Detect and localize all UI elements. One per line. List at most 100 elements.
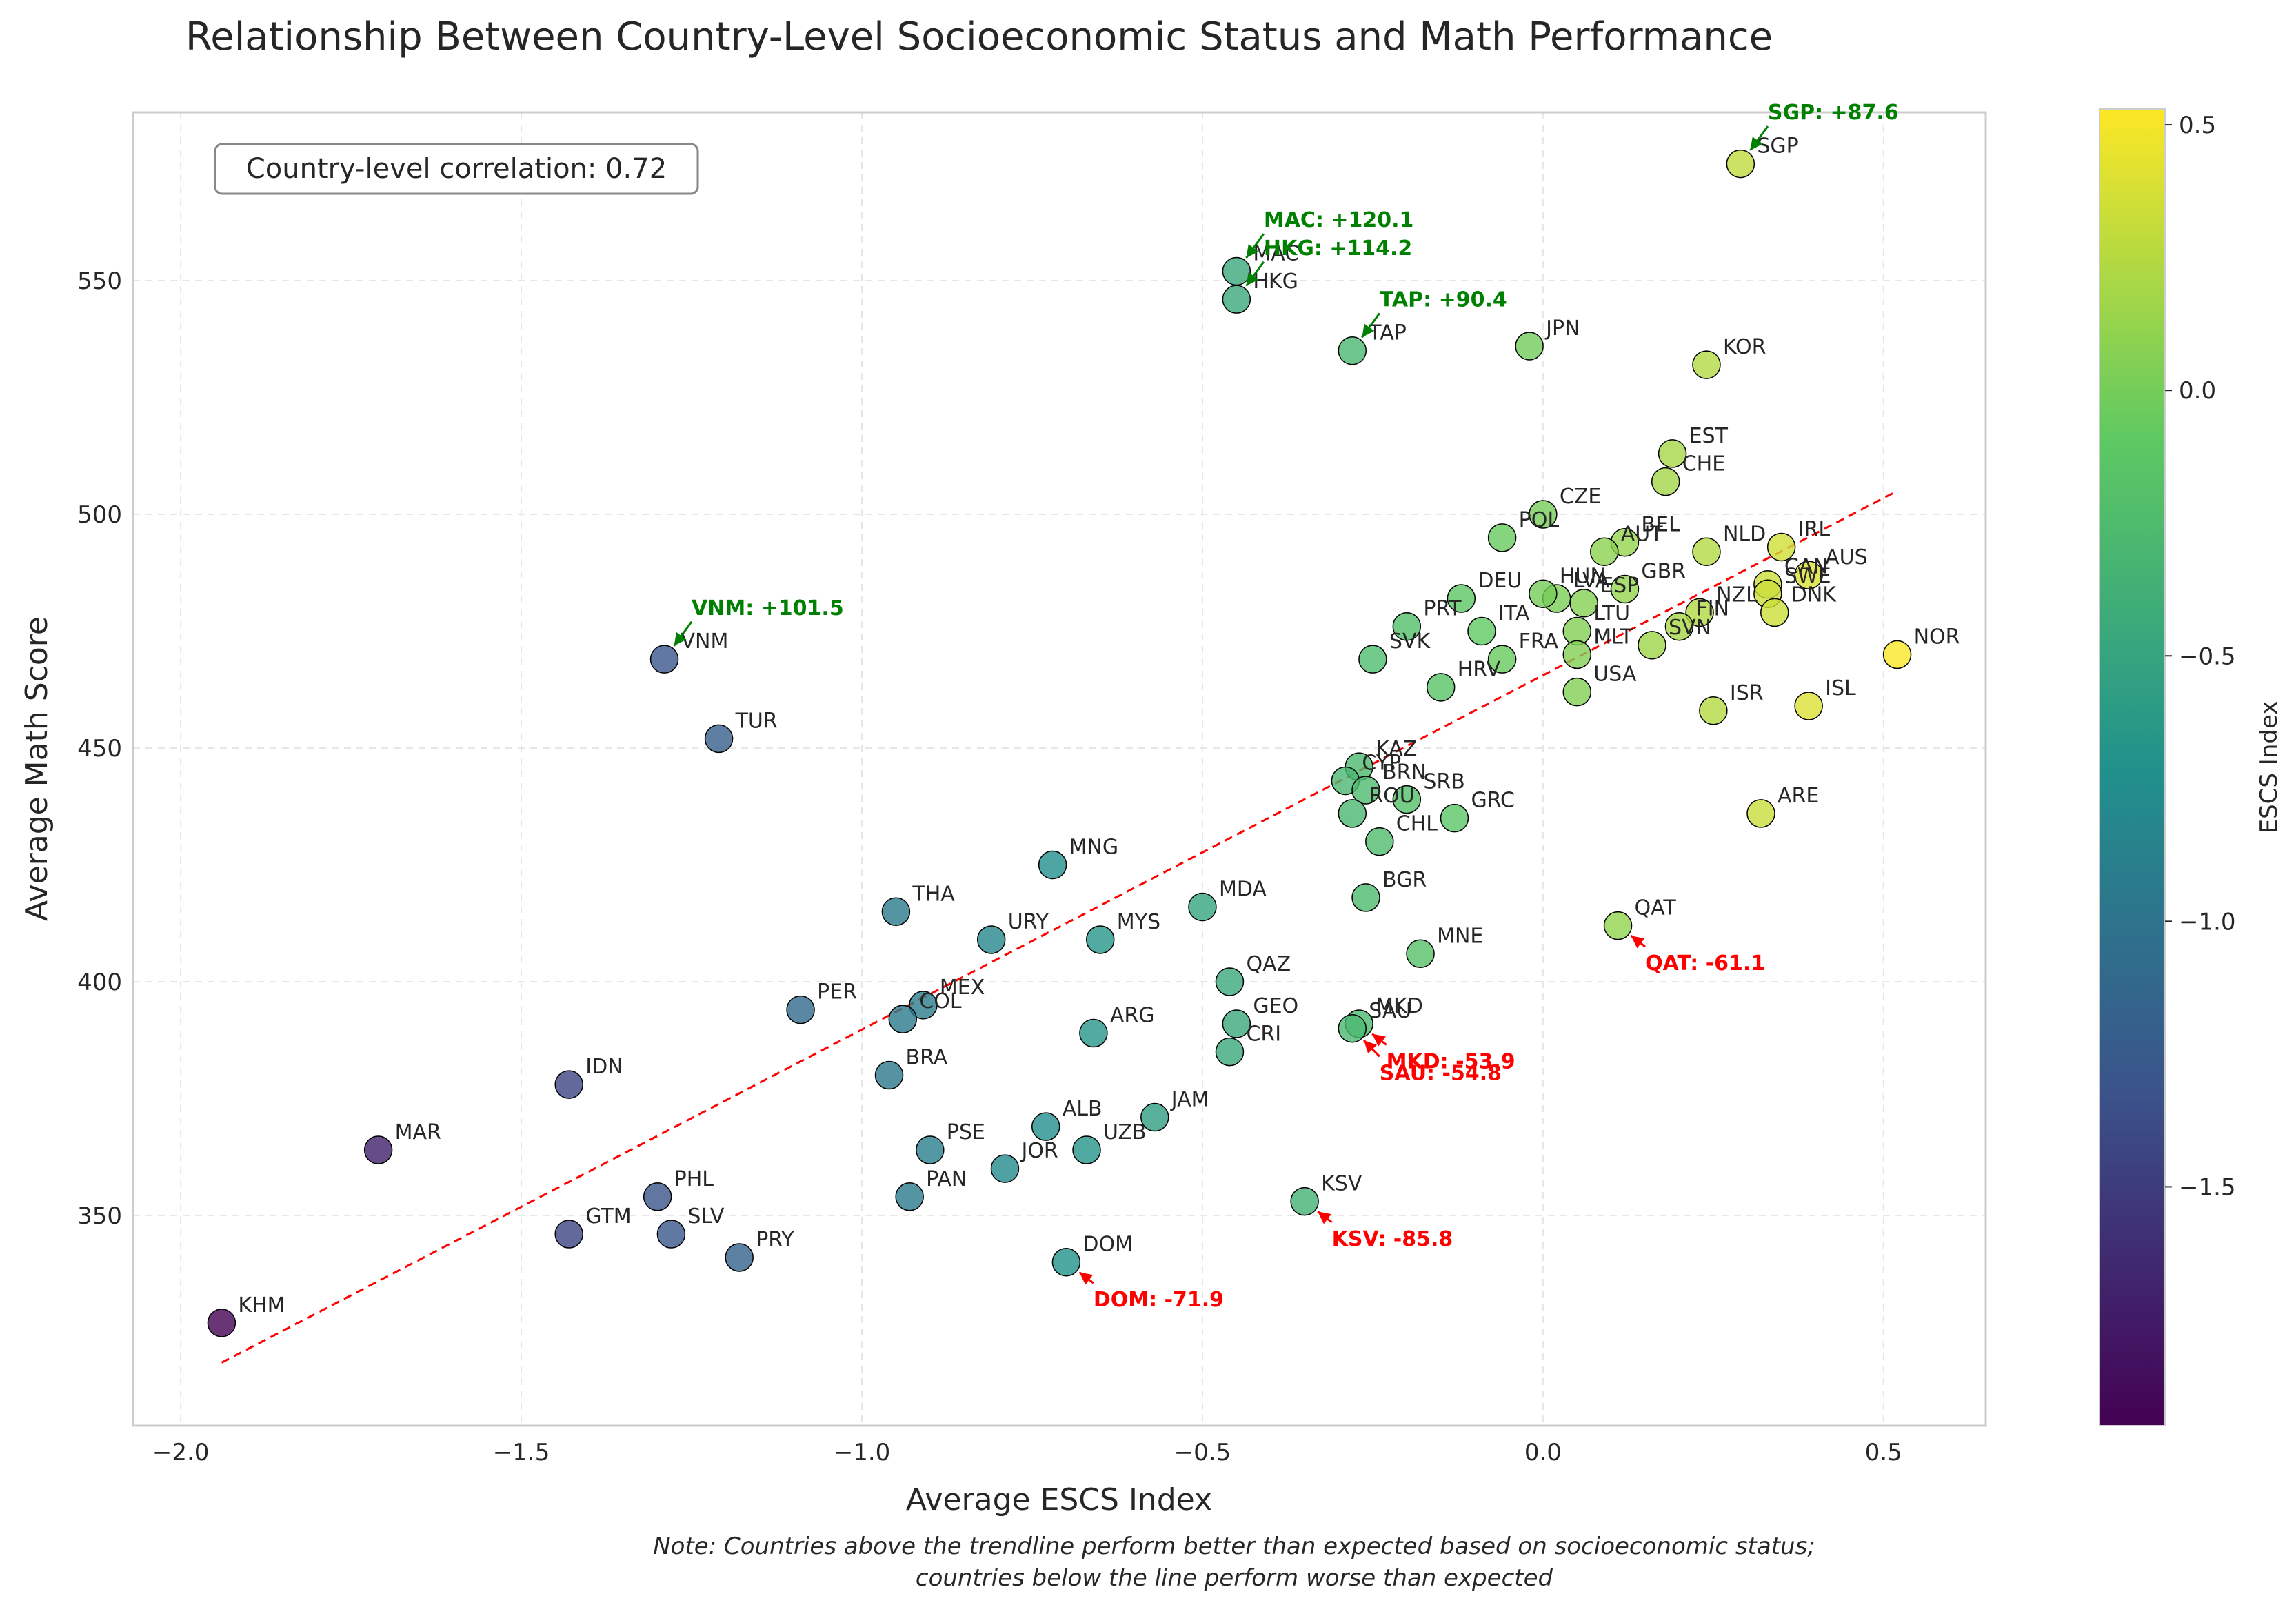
plot-frame — [132, 111, 1987, 1427]
data-point — [1447, 584, 1476, 613]
point-label: MAR — [395, 1120, 441, 1144]
point-label: IRL — [1798, 517, 1831, 541]
data-point — [1529, 500, 1558, 529]
data-point — [1392, 785, 1422, 814]
data-point — [1590, 537, 1619, 567]
point-label: KHM — [238, 1293, 285, 1318]
data-point — [1487, 645, 1517, 674]
point-label: QAZ — [1246, 952, 1291, 976]
data-point — [1467, 616, 1496, 646]
annotation-label: TAP: +90.4 — [1380, 287, 1507, 312]
point-label: NOR — [1914, 625, 1960, 649]
annotation-arrowhead — [1372, 1033, 1386, 1047]
point-label: PHL — [674, 1167, 714, 1191]
data-point — [888, 1005, 918, 1033]
data-point — [1338, 1014, 1367, 1043]
data-point — [1760, 598, 1789, 627]
point-label: EST — [1689, 424, 1729, 448]
point-label: QAT — [1635, 896, 1677, 920]
point-label: ROU — [1369, 784, 1414, 808]
annotation-arrowhead — [1631, 936, 1645, 949]
annotation-label: SGP: +87.6 — [1768, 101, 1899, 125]
data-point — [1685, 598, 1714, 627]
point-label: KSV — [1321, 1172, 1362, 1196]
point-label: BRN — [1382, 760, 1427, 785]
point-label: BGR — [1382, 868, 1427, 892]
point-label: UZB — [1103, 1120, 1147, 1144]
point-label: KAZ — [1376, 737, 1417, 761]
data-point — [874, 1060, 904, 1090]
point-label: JOR — [1020, 1139, 1058, 1163]
data-point — [1222, 1009, 1251, 1038]
point-label: VNM — [681, 629, 729, 654]
x-tick-label: −1.0 — [834, 1439, 891, 1466]
data-point — [990, 1154, 1020, 1183]
note-line-1: Note: Countries above the trendline perf… — [653, 1533, 1815, 1560]
point-label: ITA — [1498, 602, 1530, 626]
point-label: FIN — [1695, 597, 1729, 621]
annotation-label: KSV: -85.8 — [1332, 1227, 1453, 1251]
data-point — [1140, 1102, 1169, 1132]
x-tick-label: 0.0 — [1524, 1439, 1562, 1466]
annotation-label: MKD: -53.9 — [1387, 1049, 1515, 1073]
data-point — [1569, 589, 1598, 618]
data-point — [1746, 799, 1775, 828]
data-point — [1562, 640, 1592, 669]
data-point — [976, 925, 1006, 954]
point-label: PAN — [926, 1167, 967, 1191]
data-point — [1338, 799, 1367, 828]
point-label: ARE — [1778, 784, 1819, 808]
data-point — [1610, 574, 1640, 604]
data-point — [1699, 696, 1728, 725]
point-label: SVK — [1389, 629, 1431, 654]
data-point — [1406, 939, 1435, 969]
annotation-label: MAC: +120.1 — [1264, 208, 1414, 232]
note-line-2: countries below the line perform worse t… — [916, 1564, 1553, 1592]
data-point — [1392, 612, 1422, 641]
point-label: JPN — [1544, 316, 1580, 341]
point-label: GEO — [1253, 994, 1298, 1018]
annotation-label: VNM: +101.5 — [692, 596, 844, 620]
point-label: GRC — [1471, 789, 1515, 813]
data-point — [1487, 523, 1517, 552]
point-label: PER — [817, 980, 857, 1005]
point-label: PSE — [947, 1120, 985, 1144]
trendline — [221, 489, 1898, 1364]
y-tick-label: 450 — [77, 735, 122, 763]
data-point — [363, 1135, 393, 1164]
data-point — [1072, 1135, 1101, 1164]
point-label: ALB — [1063, 1097, 1102, 1121]
colorbar — [2099, 108, 2166, 1426]
data-point — [554, 1220, 583, 1249]
point-label: CAN — [1784, 555, 1829, 579]
point-label: NLD — [1723, 522, 1766, 546]
x-axis-label: Average ESCS Index — [906, 1482, 1212, 1517]
data-point — [916, 1135, 945, 1164]
point-label: CYP — [1362, 751, 1401, 775]
point-label: TUR — [735, 709, 778, 733]
point-label: HUN — [1560, 564, 1606, 588]
point-label: MDA — [1219, 877, 1267, 901]
point-label: SLV — [687, 1204, 724, 1229]
annotation-arrowhead — [1246, 272, 1259, 286]
y-tick-label: 500 — [77, 501, 122, 529]
colorbar-tick-label: 0.0 — [2179, 377, 2216, 405]
point-label: CRI — [1246, 1022, 1281, 1047]
data-point — [704, 724, 734, 754]
data-point — [725, 1243, 754, 1272]
annotation-arrowhead — [1246, 244, 1259, 259]
annotation-arrowhead — [1318, 1211, 1331, 1224]
data-point — [1086, 925, 1115, 954]
correlation-text: Country-level correlation: 0.72 — [246, 153, 667, 185]
point-label: SAU — [1369, 999, 1411, 1023]
correlation-box — [214, 143, 699, 195]
x-tick-label: −2.0 — [152, 1439, 210, 1466]
data-point — [1351, 883, 1380, 912]
point-label: MKD — [1376, 994, 1423, 1018]
data-point — [1079, 1018, 1108, 1048]
colorbar-tick-label: −0.5 — [2179, 643, 2236, 670]
point-label: KOR — [1723, 335, 1766, 359]
data-point — [895, 1182, 924, 1211]
colorbar-label: ESCS Index — [2255, 701, 2283, 834]
point-label: NZL — [1716, 583, 1758, 607]
